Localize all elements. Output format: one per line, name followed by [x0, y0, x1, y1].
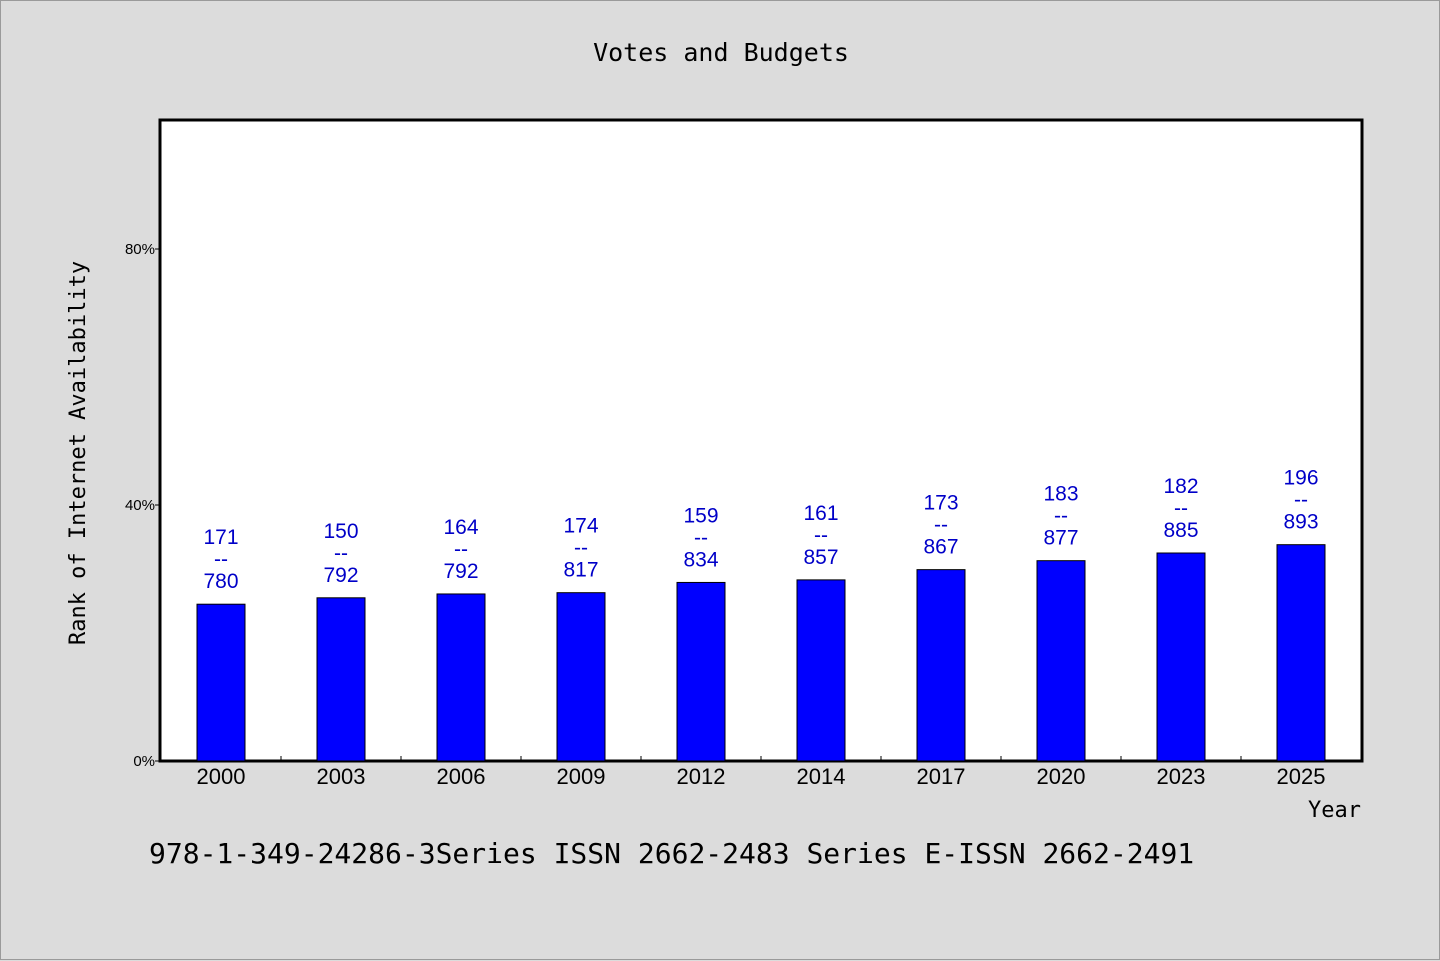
chart-title: Votes and Budgets: [593, 38, 849, 67]
x-tick-label: 2000: [197, 764, 246, 789]
x-tick-label: 2020: [1037, 764, 1086, 789]
bar-label-top: 150: [323, 520, 358, 543]
bar: [196, 603, 246, 762]
bar-label-bottom: 867: [923, 536, 958, 559]
x-tick-label: 2025: [1277, 764, 1326, 789]
data-labels: 780--171792--150792--164817--174834--159…: [203, 467, 1318, 594]
x-tick-label: 2006: [437, 764, 486, 789]
bar-series: [196, 544, 1326, 762]
y-tick-label: 40%: [125, 497, 155, 514]
x-tick-label: 2012: [677, 764, 726, 789]
bar-label-top: 182: [1163, 475, 1198, 498]
bar-label-separator: --: [454, 538, 468, 561]
y-tick-label: 0%: [133, 753, 155, 770]
bar: [796, 579, 846, 762]
bar-label-top: 159: [683, 504, 718, 527]
bar: [1036, 560, 1086, 762]
bar-label-top: 196: [1283, 467, 1318, 490]
bar-label-top: 173: [923, 492, 958, 515]
bar: [1156, 552, 1206, 762]
x-tick-label: 2014: [797, 764, 846, 789]
bar: [556, 592, 606, 762]
x-axis: 2000 2003 2006 2009 2012 2014 2017 2020 2023 2025: [197, 756, 1326, 789]
x-tick-label: 2017: [917, 764, 966, 789]
bar-label-top: 174: [563, 515, 598, 538]
x-tick-label: 2003: [317, 764, 366, 789]
bar-label-top: 171: [203, 526, 238, 549]
bar-label-bottom: 792: [323, 564, 358, 587]
bar-label-bottom: 834: [683, 548, 718, 571]
bar-label-separator: --: [574, 537, 588, 560]
bar: [676, 581, 726, 762]
bar-label-separator: --: [1174, 497, 1188, 520]
bar-label-bottom: 857: [803, 546, 838, 569]
x-tick-label: 2023: [1157, 764, 1206, 789]
bar-label-top: 183: [1043, 483, 1078, 506]
y-axis: 0% 40% 80%: [125, 241, 161, 770]
bar-label-separator: --: [1294, 489, 1308, 512]
bar-label-bottom: 877: [1043, 527, 1078, 550]
bar-label-separator: --: [934, 514, 948, 537]
bar-label-top: 164: [443, 516, 478, 539]
bar: [316, 597, 366, 762]
y-axis-label: Rank of Internet Availability: [66, 261, 91, 645]
bar-label-bottom: 885: [1163, 519, 1198, 542]
bar-label-separator: --: [214, 548, 228, 571]
bar: [916, 569, 966, 762]
bar-label-separator: --: [334, 542, 348, 565]
y-tick-label: 80%: [125, 241, 155, 258]
x-axis-label: Year: [1308, 798, 1361, 823]
bar-label-bottom: 792: [443, 560, 478, 583]
bar-label-bottom: 893: [1283, 511, 1318, 534]
bar-label-separator: --: [1054, 505, 1068, 528]
x-tick-label: 2009: [557, 764, 606, 789]
bar: [1276, 544, 1326, 762]
bar: [436, 593, 486, 762]
bar-label-top: 161: [803, 502, 838, 525]
bar-label-bottom: 780: [203, 570, 238, 593]
bar-label-separator: --: [694, 526, 708, 549]
bar-label-separator: --: [814, 524, 828, 547]
footer-isbn-issn: 978-1-349-24286-3Series ISSN 2662-2483 S…: [149, 837, 1194, 870]
bar-label-bottom: 817: [563, 559, 598, 582]
